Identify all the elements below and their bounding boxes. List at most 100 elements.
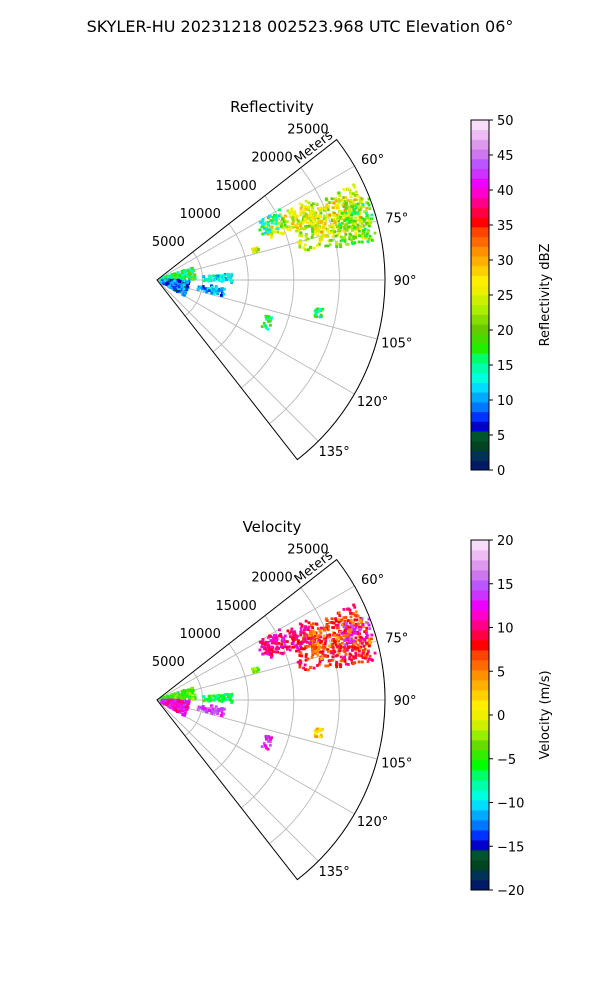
echo-cell bbox=[230, 272, 234, 276]
range-ring bbox=[297, 559, 386, 881]
echo-cell bbox=[321, 307, 324, 311]
echo-cell bbox=[180, 694, 184, 697]
echo-cell bbox=[170, 706, 174, 710]
echo-cell bbox=[302, 640, 305, 644]
echo-cell bbox=[371, 658, 374, 662]
colorbar-swatch bbox=[471, 256, 489, 267]
echo-cell bbox=[309, 245, 312, 249]
echo-cell bbox=[352, 192, 355, 196]
echo-cell bbox=[339, 655, 343, 659]
echo-cell bbox=[370, 217, 373, 221]
echo-cell bbox=[332, 231, 335, 235]
echo-cell bbox=[338, 643, 342, 646]
echo-cell bbox=[285, 220, 289, 223]
echo-cell bbox=[344, 626, 348, 630]
echo-cell bbox=[354, 639, 357, 643]
echo-cell bbox=[175, 284, 179, 288]
colorbar-swatch bbox=[471, 450, 489, 461]
range-ring bbox=[212, 223, 249, 353]
echo-cell bbox=[337, 639, 341, 643]
echo-cell bbox=[222, 274, 226, 278]
echo-cell bbox=[264, 324, 268, 328]
echo-cell bbox=[219, 713, 223, 717]
echo-cell bbox=[265, 317, 268, 321]
echo-cell bbox=[329, 645, 333, 649]
echo-cell bbox=[342, 608, 346, 611]
echo-cell bbox=[184, 288, 187, 291]
echo-cell bbox=[259, 640, 263, 644]
echo-cell bbox=[169, 278, 173, 282]
echo-cell bbox=[368, 627, 372, 631]
echo-cell bbox=[361, 231, 365, 235]
echo-cell bbox=[316, 307, 320, 311]
echo-cell bbox=[321, 646, 324, 649]
echo-cell bbox=[311, 215, 315, 219]
echo-cell bbox=[299, 645, 303, 649]
echo-cell bbox=[348, 621, 352, 625]
echo-cell bbox=[161, 276, 165, 280]
echo-cell bbox=[367, 219, 371, 223]
echo-cell bbox=[282, 640, 286, 644]
echo-cell bbox=[359, 225, 363, 229]
azimuth-gridline bbox=[156, 699, 355, 815]
echo-region bbox=[258, 628, 287, 656]
echo-cell bbox=[171, 280, 174, 284]
echo-cell bbox=[202, 699, 206, 703]
echo-cell bbox=[274, 214, 277, 217]
echo-cell bbox=[334, 654, 338, 658]
echo-cell bbox=[363, 647, 367, 651]
echo-cell bbox=[311, 230, 314, 233]
echo-cell bbox=[330, 238, 334, 242]
echo-cell bbox=[344, 196, 348, 199]
echo-cell bbox=[335, 626, 339, 630]
range-ring bbox=[212, 643, 249, 773]
echo-cell bbox=[270, 645, 273, 649]
echo-cell bbox=[182, 703, 186, 707]
echo-cell bbox=[357, 635, 361, 638]
echo-cell bbox=[268, 228, 272, 232]
echo-cell bbox=[320, 657, 323, 660]
echo-cell bbox=[276, 647, 280, 651]
echo-cell bbox=[330, 617, 334, 621]
echo-cell bbox=[316, 244, 319, 247]
echo-cell bbox=[160, 280, 164, 284]
echo-cell bbox=[286, 629, 290, 633]
echo-cell bbox=[336, 216, 340, 220]
echo-cell bbox=[215, 286, 219, 290]
echo-cell bbox=[220, 700, 224, 703]
echo-cell bbox=[180, 697, 184, 701]
echo-cell bbox=[263, 231, 267, 235]
echo-cell bbox=[217, 288, 221, 292]
echo-cell bbox=[279, 644, 283, 648]
echo-cell bbox=[362, 217, 366, 221]
echo-cell bbox=[326, 654, 330, 658]
echo-cell bbox=[298, 202, 302, 206]
echo-cell bbox=[351, 662, 355, 666]
echo-cell bbox=[354, 624, 358, 628]
echo-cell bbox=[353, 193, 357, 197]
echo-cell bbox=[268, 634, 271, 638]
echo-cell bbox=[277, 641, 280, 645]
colorbar-swatch bbox=[471, 440, 489, 451]
echo-cell bbox=[297, 648, 301, 652]
echo-cell bbox=[348, 220, 352, 223]
echo-cell bbox=[343, 199, 347, 203]
colorbar-swatch bbox=[471, 372, 489, 383]
echo-cell bbox=[335, 245, 339, 249]
echo-cell bbox=[344, 202, 348, 205]
echo-cell bbox=[334, 643, 338, 647]
echo-region bbox=[201, 692, 234, 704]
echo-cell bbox=[313, 632, 317, 636]
echo-cell bbox=[353, 207, 357, 211]
echo-cell bbox=[351, 205, 355, 209]
echo-cell bbox=[306, 640, 309, 644]
echo-cell bbox=[202, 708, 206, 712]
colorbar-swatch bbox=[471, 680, 489, 691]
echo-cell bbox=[261, 637, 265, 641]
echo-cell bbox=[207, 699, 211, 703]
echo-cell bbox=[359, 207, 363, 211]
echo-cell bbox=[182, 688, 186, 692]
echo-cell bbox=[207, 289, 211, 292]
echo-cell bbox=[367, 623, 371, 627]
echo-cell bbox=[222, 712, 226, 716]
